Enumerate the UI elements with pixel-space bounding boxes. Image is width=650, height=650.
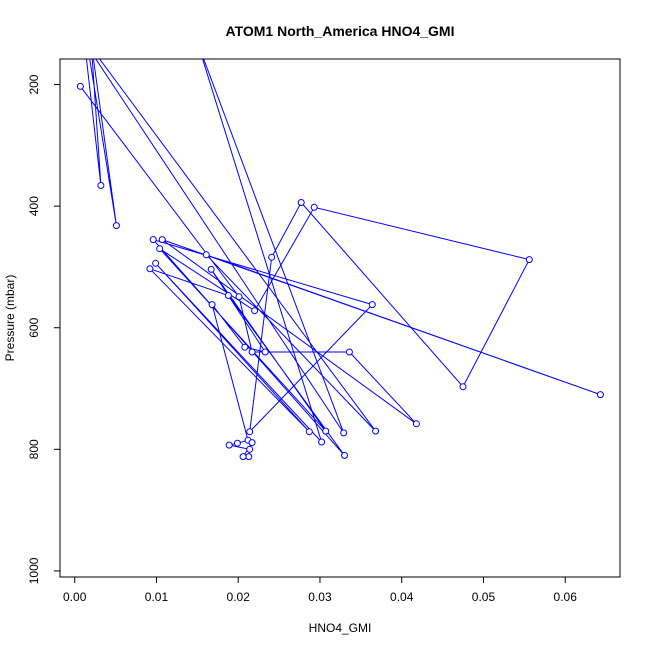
- y-tick-label: 600: [27, 317, 41, 337]
- data-point: [239, 453, 247, 461]
- y-tick-label: 400: [27, 196, 41, 216]
- x-tick-label: 0.03: [308, 590, 332, 604]
- data-point: [341, 451, 348, 459]
- x-tick-label: 0.05: [472, 590, 496, 604]
- data-point: [525, 256, 533, 264]
- y-tick-label: 1000: [27, 557, 41, 584]
- data-point: [146, 265, 154, 273]
- data-point: [251, 307, 259, 315]
- data-point: [412, 420, 420, 428]
- data-point: [156, 245, 164, 253]
- y-tick-label: 800: [27, 439, 41, 459]
- data-point: [459, 383, 467, 391]
- data-point: [158, 236, 166, 244]
- data-point: [318, 438, 326, 446]
- y-tick-label: 200: [27, 74, 41, 94]
- data-point: [261, 348, 269, 356]
- data-point: [245, 453, 253, 461]
- x-tick-label: 0.02: [227, 590, 251, 604]
- series-line: [80, 59, 601, 458]
- x-tick-label: 0.00: [63, 590, 87, 604]
- data-point: [297, 199, 305, 206]
- x-tick-label: 0.04: [390, 590, 414, 604]
- data-point: [268, 253, 276, 261]
- data-point: [149, 236, 157, 244]
- data-point: [76, 82, 84, 90]
- data-point: [310, 203, 318, 211]
- data-point: [97, 182, 105, 189]
- y-axis-label: Pressure (mbar): [3, 275, 17, 362]
- x-tick-label: 0.06: [554, 590, 578, 604]
- data-point: [246, 445, 254, 453]
- data-point: [345, 348, 353, 356]
- data-point: [233, 439, 241, 447]
- x-axis: 0.00 0.01 0.02 0.03 0.04 0.05 0.06: [63, 576, 578, 604]
- plot-frame: [59, 58, 621, 578]
- data-point: [596, 391, 604, 399]
- data-point: [372, 427, 380, 435]
- data-point: [225, 441, 233, 449]
- series-layer: [76, 39, 604, 461]
- data-point: [368, 301, 376, 309]
- data-point: [202, 251, 210, 259]
- data-point: [208, 301, 216, 309]
- data-point: [152, 259, 160, 267]
- data-point: [305, 428, 313, 436]
- data-point: [207, 265, 215, 273]
- chart-title: ATOM1 North_America HNO4_GMI: [226, 23, 455, 39]
- data-point: [84, 39, 90, 45]
- data-point: [112, 222, 120, 230]
- data-point: [88, 39, 94, 45]
- data-point: [224, 292, 232, 299]
- data-point: [322, 427, 330, 435]
- y-axis: 200 400 600 800 1000: [27, 74, 61, 584]
- data-point: [340, 429, 348, 437]
- data-point: [235, 293, 243, 301]
- data-point: [241, 343, 249, 351]
- x-tick-label: 0.01: [145, 590, 169, 604]
- data-point: [246, 428, 254, 436]
- data-point: [82, 39, 88, 45]
- x-axis-label: HNO4_GMI: [309, 621, 372, 635]
- data-point: [248, 439, 256, 447]
- data-point: [248, 348, 256, 356]
- data-point: [194, 39, 200, 45]
